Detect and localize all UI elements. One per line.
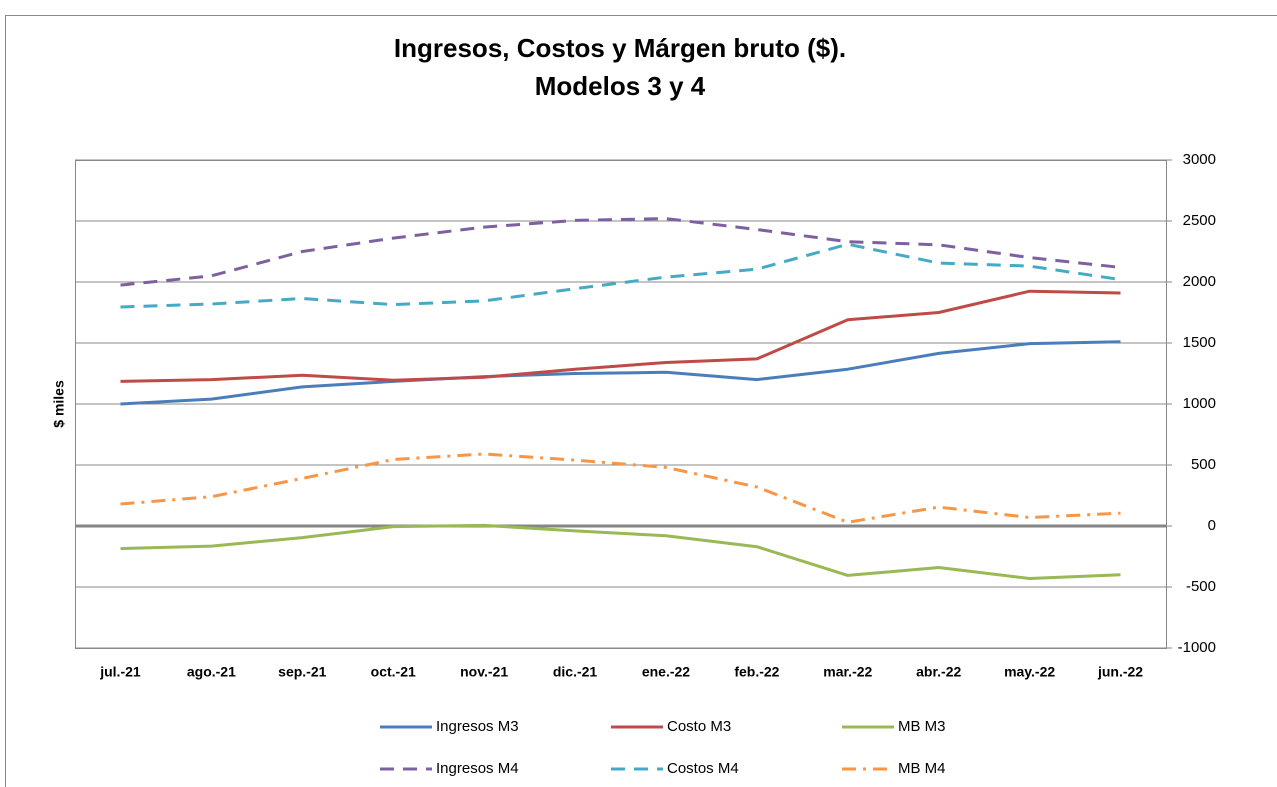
x-tick-label: nov.-21 (460, 664, 508, 680)
y-tick-label: 1000 (1183, 395, 1216, 412)
y-tick-label: 1500 (1183, 334, 1216, 351)
x-tick-label: jul.-21 (99, 664, 141, 680)
series-line (120, 452, 1121, 524)
chart-title: Modelos 3 y 4 (535, 71, 706, 101)
legend-label: Costo M3 (667, 718, 731, 735)
series-line (120, 523, 1121, 580)
chart-title: Ingresos, Costos y Márgen bruto ($). (394, 33, 846, 63)
x-tick-label: sep.-21 (278, 664, 326, 680)
series-line (120, 289, 1121, 383)
legend-label: Ingresos M3 (436, 718, 519, 735)
y-tick-label: 2000 (1183, 273, 1216, 290)
series-line (120, 340, 1121, 406)
y-tick-label: 2500 (1183, 212, 1216, 229)
x-tick-label: feb.-22 (734, 664, 779, 680)
y-tick-label: -500 (1186, 578, 1216, 595)
x-tick-label: may.-22 (1004, 664, 1055, 680)
y-tick-label: 3000 (1183, 151, 1216, 168)
legend-label: Costos M4 (667, 760, 739, 777)
x-tick-label: jun.-22 (1097, 664, 1143, 680)
x-tick-label: mar.-22 (823, 664, 872, 680)
x-tick-label: ago.-21 (187, 664, 236, 680)
y-tick-label: 0 (1208, 517, 1216, 534)
x-tick-label: ene.-22 (642, 664, 690, 680)
y-tick-label: 500 (1191, 456, 1216, 473)
x-tick-label: dic.-21 (553, 664, 598, 680)
legend-label: MB M4 (898, 760, 946, 777)
legend-label: Ingresos M4 (436, 760, 519, 777)
x-tick-label: abr.-22 (916, 664, 961, 680)
y-tick-label: -1000 (1178, 639, 1216, 656)
chart-frame (5, 15, 1277, 787)
y-axis-label: $ miles (51, 380, 67, 428)
series-line (120, 242, 1121, 309)
x-tick-label: oct.-21 (371, 664, 416, 680)
legend-label: MB M3 (898, 718, 946, 735)
series-line (120, 217, 1121, 287)
